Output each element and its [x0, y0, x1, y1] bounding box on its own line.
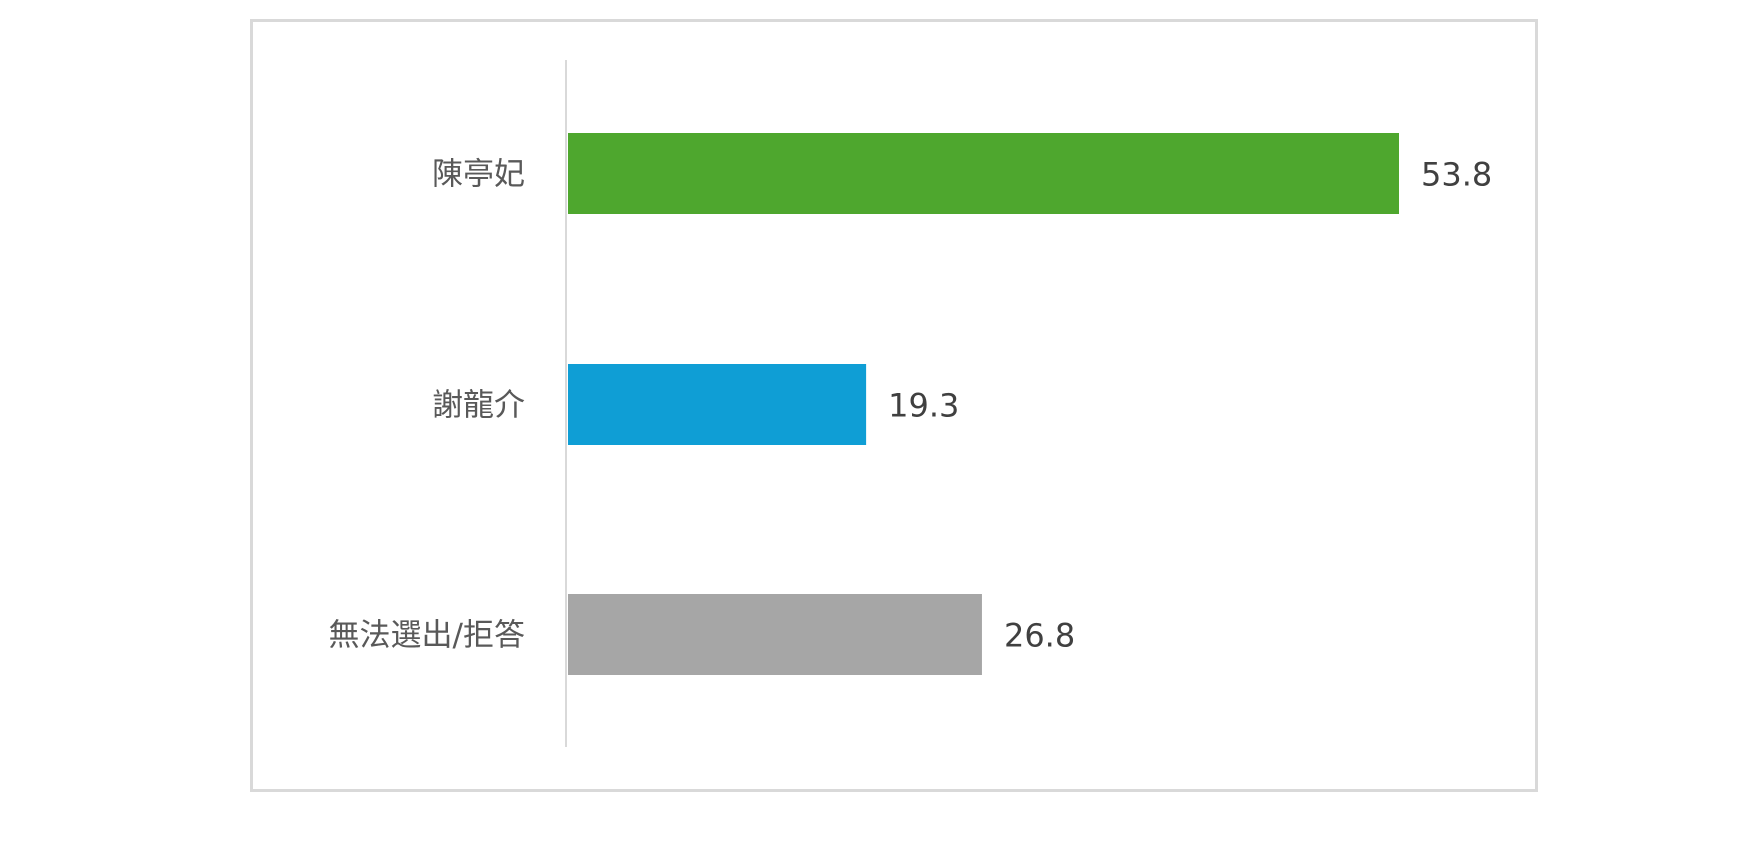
bar [568, 133, 1399, 214]
chart-frame [250, 19, 1538, 792]
data-label: 26.8 [1004, 617, 1075, 655]
data-label: 53.8 [1421, 156, 1492, 194]
category-label: 陳亭妃 [432, 157, 525, 193]
category-label: 無法選出/拒答 [329, 618, 525, 654]
bar [568, 594, 982, 675]
bar [568, 364, 867, 445]
data-label: 19.3 [888, 387, 959, 425]
category-label: 謝龍介 [432, 388, 525, 424]
